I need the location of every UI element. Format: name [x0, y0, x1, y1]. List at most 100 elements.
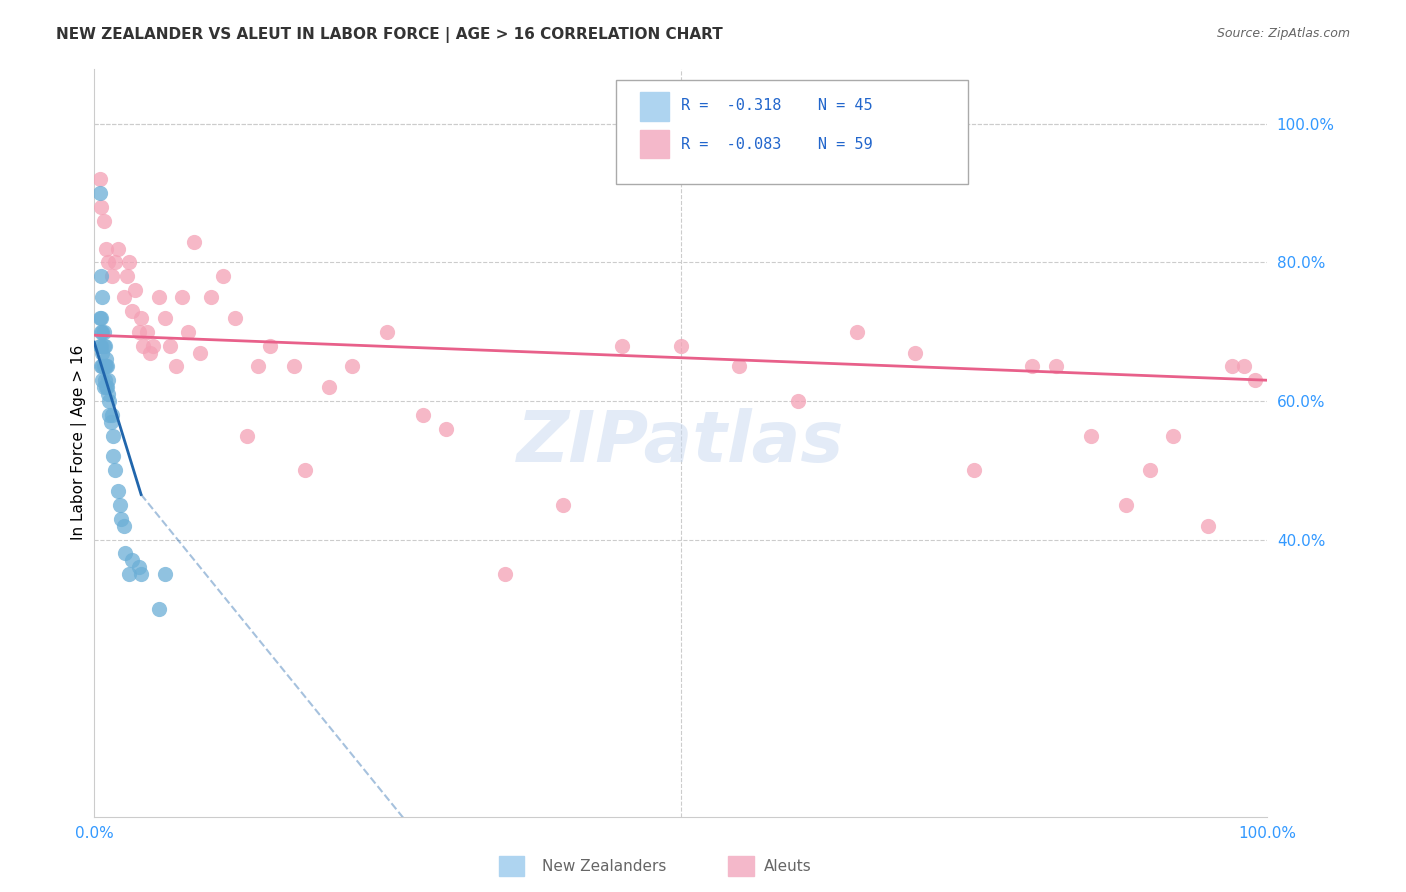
Point [90, 310, 112, 325]
Point [129, 567, 152, 582]
Point [97, 255, 120, 269]
Point [132, 338, 155, 352]
Point [1021, 359, 1043, 374]
Point [212, 269, 235, 284]
Point [153, 310, 176, 325]
Point [93, 359, 115, 374]
Point [1161, 428, 1184, 442]
Point [98, 408, 121, 422]
Point [91, 290, 114, 304]
Point [89, 172, 111, 186]
Point [96, 380, 118, 394]
Point [93, 373, 115, 387]
Point [845, 325, 868, 339]
Point [97, 373, 120, 387]
Point [101, 428, 124, 442]
Point [121, 304, 143, 318]
Point [107, 242, 129, 256]
Point [963, 463, 986, 477]
Point [148, 602, 170, 616]
Point [93, 380, 115, 394]
Point [224, 310, 246, 325]
Point [96, 359, 118, 374]
Point [101, 269, 124, 284]
Point [1197, 518, 1219, 533]
Point [89, 310, 111, 325]
Point [412, 408, 434, 422]
Point [112, 290, 135, 304]
Point [93, 338, 115, 352]
Point [1080, 428, 1102, 442]
Point [1139, 463, 1161, 477]
Point [172, 290, 194, 304]
Y-axis label: In Labor Force | Age > 16: In Labor Force | Age > 16 [72, 345, 87, 541]
Point [89, 186, 111, 201]
Point [610, 338, 633, 352]
Point [159, 338, 181, 352]
Point [434, 422, 457, 436]
Point [139, 345, 162, 359]
Point [94, 352, 117, 367]
Point [1232, 359, 1254, 374]
Text: R =  -0.318    N = 45: R = -0.318 N = 45 [681, 98, 872, 113]
Point [200, 290, 222, 304]
Point [100, 415, 122, 429]
Point [98, 394, 121, 409]
Point [91, 325, 114, 339]
Point [90, 338, 112, 352]
Point [1220, 359, 1243, 374]
Point [148, 290, 170, 304]
Point [904, 345, 927, 359]
Point [89, 338, 111, 352]
Point [1244, 373, 1267, 387]
Point [142, 338, 165, 352]
Point [93, 325, 115, 339]
Text: New Zealanders: New Zealanders [543, 859, 666, 874]
Point [494, 567, 516, 582]
Point [342, 359, 364, 374]
Point [728, 359, 751, 374]
Point [112, 518, 135, 533]
Point [118, 255, 141, 269]
Point [90, 325, 112, 339]
Text: Source: ZipAtlas.com: Source: ZipAtlas.com [1216, 27, 1350, 40]
Point [283, 359, 305, 374]
Point [104, 463, 127, 477]
Point [165, 359, 187, 374]
FancyBboxPatch shape [616, 79, 967, 185]
Point [91, 359, 114, 374]
Point [129, 310, 152, 325]
Text: R =  -0.083    N = 59: R = -0.083 N = 59 [681, 137, 872, 153]
Point [786, 394, 808, 409]
Point [90, 200, 112, 214]
Point [94, 359, 117, 374]
Point [118, 567, 141, 582]
Point [1045, 359, 1067, 374]
FancyBboxPatch shape [728, 856, 754, 876]
FancyBboxPatch shape [499, 856, 524, 876]
Point [136, 325, 159, 339]
FancyBboxPatch shape [640, 93, 669, 121]
Point [183, 235, 205, 249]
Text: ZIPatlas: ZIPatlas [517, 408, 844, 477]
Point [94, 380, 117, 394]
Point [101, 450, 124, 464]
Point [669, 338, 692, 352]
Point [93, 338, 115, 352]
Point [124, 283, 146, 297]
Point [108, 498, 131, 512]
Point [294, 463, 316, 477]
Point [247, 359, 270, 374]
Point [104, 255, 127, 269]
Text: NEW ZEALANDER VS ALEUT IN LABOR FORCE | AGE > 16 CORRELATION CHART: NEW ZEALANDER VS ALEUT IN LABOR FORCE | … [56, 27, 723, 43]
Point [1115, 498, 1137, 512]
FancyBboxPatch shape [640, 130, 669, 158]
Point [377, 325, 399, 339]
Point [91, 373, 114, 387]
Point [553, 498, 575, 512]
Point [107, 483, 129, 498]
Point [121, 553, 143, 567]
Point [128, 560, 150, 574]
Point [110, 512, 132, 526]
Point [318, 380, 340, 394]
